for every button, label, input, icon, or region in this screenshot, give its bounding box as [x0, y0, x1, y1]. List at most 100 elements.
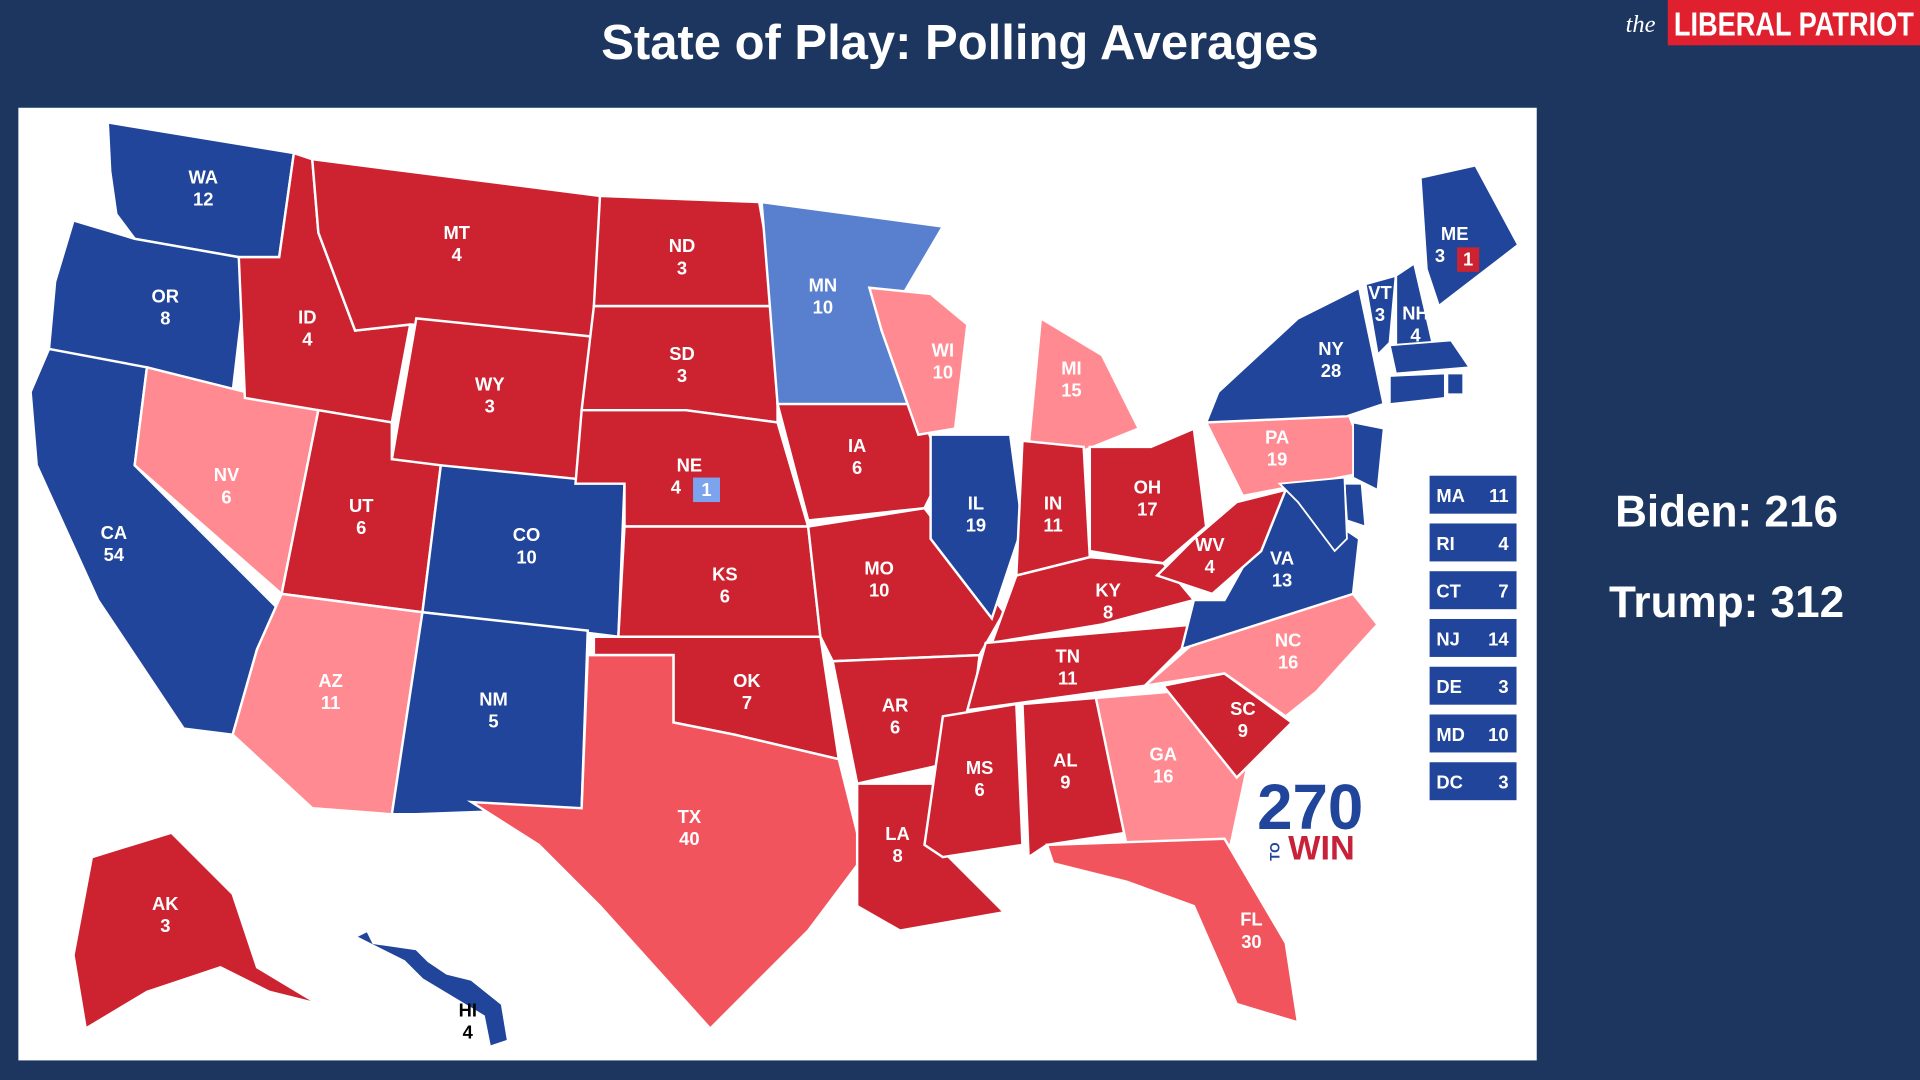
split-votes: 1 — [701, 479, 711, 500]
state-votes: 6 — [221, 486, 231, 507]
state-abbr: NM — [479, 688, 508, 709]
state-abbr: SC — [1230, 698, 1256, 719]
small-state-abbr: NJ — [1436, 628, 1459, 649]
state-abbr: ME — [1441, 223, 1469, 244]
state — [1446, 372, 1465, 396]
small-state-box — [1428, 522, 1518, 563]
state — [1045, 837, 1300, 1025]
state-abbr: HI — [459, 999, 477, 1020]
state — [1388, 372, 1446, 406]
state-abbr: PA — [1265, 426, 1289, 447]
state-votes: 3 — [485, 396, 495, 417]
watermark-to: TO — [1268, 842, 1283, 860]
title: State of Play: Polling Averages — [601, 16, 1319, 70]
small-state-abbr: RI — [1436, 533, 1454, 554]
state-votes: 13 — [1272, 570, 1292, 591]
small-state-votes: 7 — [1498, 581, 1508, 602]
state — [1027, 316, 1141, 455]
small-state-votes: 14 — [1488, 628, 1509, 649]
small-state-votes: 3 — [1498, 772, 1508, 793]
trump-total: Trump: 312 — [1609, 578, 1844, 627]
split-box — [693, 477, 720, 503]
small-state-abbr: MA — [1436, 485, 1465, 506]
state-votes: 11 — [1043, 514, 1062, 535]
state — [1352, 421, 1385, 492]
small-state-box — [1428, 617, 1518, 659]
state-votes: 6 — [720, 585, 730, 606]
state-votes: 17 — [1137, 499, 1157, 520]
state-abbr: IN — [1044, 492, 1062, 513]
state-votes: 6 — [852, 457, 862, 478]
state-abbr: MN — [809, 274, 838, 295]
small-state-abbr: MD — [1436, 724, 1465, 745]
state-abbr: AK — [152, 893, 179, 914]
state-abbr: WV — [1195, 534, 1225, 555]
biden-total: Biden: 216 — [1615, 488, 1838, 537]
state-votes: 4 — [671, 476, 682, 497]
state-abbr: MT — [443, 222, 470, 243]
state-votes: 6 — [890, 716, 900, 737]
state — [1277, 476, 1348, 553]
small-states: MA 11 RI 4 CT 7 NJ 14 DE 3 MD 10 DC 3 — [1428, 474, 1518, 802]
state-votes: 7 — [742, 692, 752, 713]
state-votes: 9 — [1238, 720, 1248, 741]
state-abbr: WY — [475, 374, 505, 395]
state — [867, 286, 969, 437]
state-votes: 4 — [1205, 556, 1216, 577]
state-abbr: AR — [882, 694, 909, 715]
watermark-win: WIN — [1288, 830, 1355, 868]
state-votes: 12 — [193, 189, 213, 210]
state-abbr: ID — [298, 306, 316, 327]
state-votes: 4 — [1410, 325, 1421, 346]
state-abbr: VT — [1368, 282, 1392, 303]
state-abbr: WI — [932, 339, 954, 360]
state-abbr: SD — [669, 343, 695, 364]
small-state-votes: 11 — [1489, 485, 1508, 506]
state-abbr: AZ — [318, 670, 342, 691]
state-abbr: WA — [188, 167, 218, 188]
small-state-box — [1428, 570, 1518, 611]
state-votes: 10 — [869, 579, 889, 600]
state-abbr: UT — [349, 495, 374, 516]
small-state-votes: 3 — [1498, 676, 1508, 697]
state-abbr: GA — [1149, 743, 1177, 764]
state-abbr: KY — [1095, 579, 1121, 600]
state — [1154, 488, 1288, 596]
state-abbr: OH — [1134, 476, 1162, 497]
state-abbr: IA — [848, 435, 866, 456]
small-state-abbr: CT — [1436, 581, 1461, 602]
state-abbr: OR — [152, 285, 180, 306]
state-votes: 3 — [677, 365, 687, 386]
state-abbr: NV — [214, 464, 240, 485]
split-box — [1457, 247, 1480, 272]
state-abbr: NC — [1275, 630, 1302, 651]
state-votes: 8 — [1103, 601, 1113, 622]
state-votes: 4 — [302, 328, 313, 349]
state-abbr: TX — [678, 806, 702, 827]
state-votes: 11 — [321, 692, 340, 713]
state-abbr: VA — [1270, 547, 1294, 568]
state — [1021, 696, 1129, 860]
watermark-number: 270 — [1257, 772, 1363, 843]
state — [923, 702, 1024, 859]
state-abbr: NE — [677, 454, 703, 475]
state-votes: 3 — [1375, 304, 1385, 325]
small-state-box — [1428, 665, 1518, 706]
state — [1343, 482, 1367, 528]
state — [1179, 488, 1361, 651]
small-state-votes: 4 — [1498, 533, 1509, 554]
state-votes: 9 — [1060, 772, 1070, 793]
logo-prefix: the — [1626, 11, 1656, 38]
state-abbr: CA — [101, 522, 128, 543]
state-votes: 16 — [1153, 765, 1173, 786]
state-votes: 10 — [933, 361, 953, 382]
state-abbr: LA — [885, 823, 909, 844]
state-abbr: FL — [1240, 909, 1262, 930]
logo-text: LIBERAL PATRIOT — [1674, 7, 1914, 44]
split-votes: 1 — [1463, 249, 1473, 270]
state-votes: 16 — [1278, 652, 1298, 673]
state-abbr: MI — [1061, 358, 1081, 379]
state-votes: 19 — [966, 514, 986, 535]
